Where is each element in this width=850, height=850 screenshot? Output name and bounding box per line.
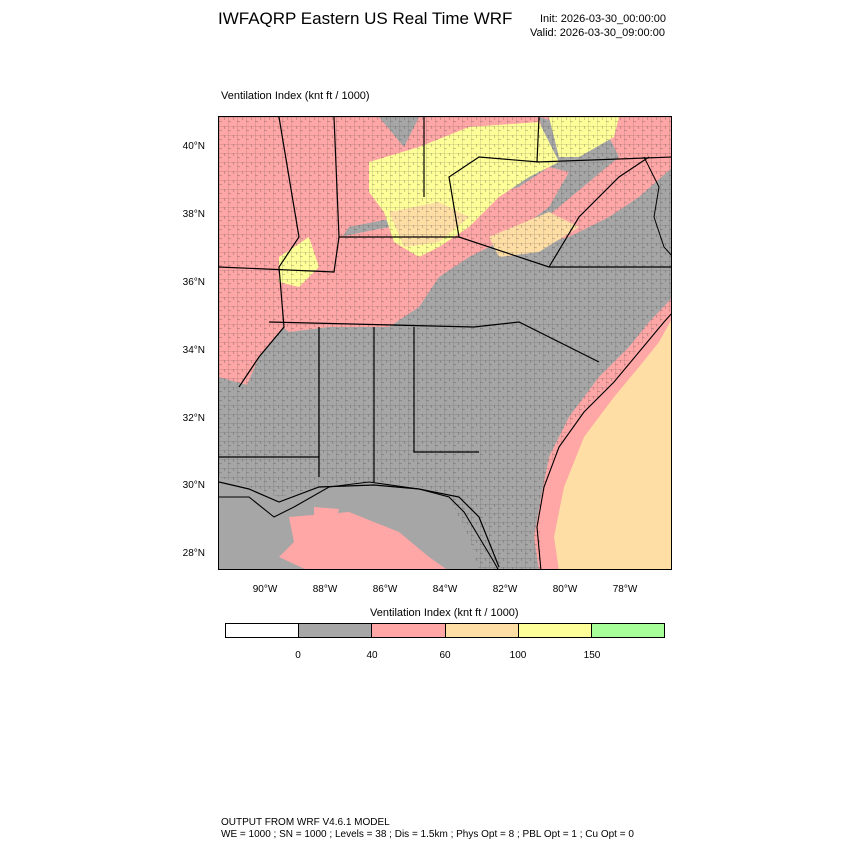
lon-label-82: 82°W	[492, 584, 518, 595]
colorbar-bin-2	[372, 624, 446, 637]
lat-label-40: 40°N	[182, 141, 205, 152]
gulf-pink-patch-small	[314, 507, 339, 527]
colorbar	[225, 623, 665, 638]
coastline	[219, 313, 671, 569]
map-panel	[218, 116, 672, 570]
ventilation-index-map	[219, 117, 671, 569]
colorbar-bin-5	[591, 624, 665, 637]
lon-label-78: 78°W	[612, 584, 638, 595]
field-label: Ventilation Index (knt ft / 1000)	[221, 90, 370, 102]
lat-label-30: 30°N	[182, 480, 205, 491]
atlantic-tan	[554, 320, 671, 569]
chesapeake-bay	[643, 156, 671, 256]
lat-label-34: 34°N	[182, 345, 205, 356]
state-boundaries	[219, 117, 671, 568]
lon-label-90: 90°W	[252, 584, 278, 595]
valid-time: Valid: 2026-03-30_09:00:00	[530, 27, 665, 39]
colorbar-bin-1	[299, 624, 373, 637]
init-time: Init: 2026-03-30_00:00:00	[540, 13, 666, 25]
lat-label-36: 36°N	[182, 277, 205, 288]
lon-label-84: 84°W	[432, 584, 458, 595]
lat-label-38: 38°N	[182, 209, 205, 220]
colorbar-label-150: 150	[583, 650, 601, 661]
colorbar-bin-3	[445, 624, 519, 637]
lon-label-86: 86°W	[372, 584, 398, 595]
gulf-pink-patch	[279, 512, 447, 569]
colorbar-label-40: 40	[366, 650, 378, 661]
colorbar-label-100: 100	[509, 650, 527, 661]
colorbar-bin-0	[226, 624, 300, 637]
plot-title: IWFAQRP Eastern US Real Time WRF	[218, 9, 513, 28]
colorbar-label-60: 60	[439, 650, 451, 661]
county-lines	[219, 117, 671, 569]
lon-label-88: 88°W	[312, 584, 338, 595]
colorbar-title: Ventilation Index (knt ft / 1000)	[370, 607, 519, 619]
lat-label-32: 32°N	[182, 413, 205, 424]
lon-label-80: 80°W	[552, 584, 578, 595]
model-info: OUTPUT FROM WRF V4.6.1 MODEL	[221, 817, 390, 828]
lat-label-28: 28°N	[182, 548, 205, 559]
colorbar-bin-4	[518, 624, 592, 637]
colorbar-label-0: 0	[295, 650, 301, 661]
model-config: WE = 1000 ; SN = 1000 ; Levels = 38 ; Di…	[221, 829, 634, 840]
